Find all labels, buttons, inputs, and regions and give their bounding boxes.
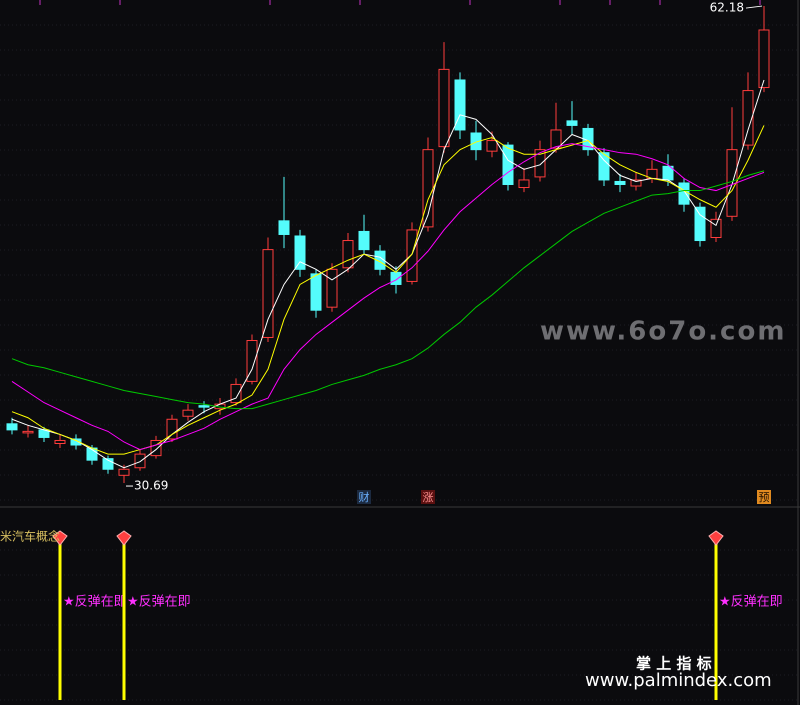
candle-body bbox=[102, 458, 114, 470]
indicator-title: 米汽车概念 bbox=[0, 529, 60, 544]
signal-icon bbox=[52, 530, 68, 546]
candle-body bbox=[742, 90, 754, 146]
annotation-arrow bbox=[745, 5, 763, 9]
candle-body bbox=[150, 439, 162, 457]
moving-average-line bbox=[11, 79, 765, 469]
candle-body bbox=[566, 120, 578, 126]
candle-body bbox=[374, 250, 386, 270]
watermark-url: www.palmindex.com bbox=[585, 670, 772, 691]
signal-icon bbox=[116, 530, 132, 546]
plot-area: 财涨预★反弹在即 ★反弹在即 ★反弹在即 bbox=[6, 5, 783, 700]
candle-body bbox=[454, 79, 466, 131]
candle-body bbox=[262, 249, 274, 338]
signal-label: ★反弹在即 bbox=[63, 595, 127, 610]
candle-body bbox=[278, 220, 290, 235]
candle-body bbox=[502, 144, 514, 185]
high-annotation: 62.18 bbox=[710, 1, 744, 15]
candle-body bbox=[694, 206, 706, 242]
candle-body bbox=[6, 423, 18, 431]
candle-body bbox=[342, 240, 354, 269]
candle-body bbox=[534, 149, 546, 178]
candle-body bbox=[22, 430, 34, 434]
candle-body bbox=[630, 179, 642, 187]
watermark-brand: 掌 上 指 标 bbox=[636, 655, 712, 673]
candle-body bbox=[166, 418, 178, 440]
low-annotation: 30.69 bbox=[134, 479, 168, 493]
candle-body bbox=[134, 453, 146, 469]
candle-body bbox=[326, 268, 338, 308]
candle-body bbox=[598, 152, 610, 181]
signal-label: ★反弹在即 bbox=[719, 595, 783, 610]
candle-body bbox=[358, 230, 370, 251]
candle-body bbox=[70, 438, 82, 446]
candle-body bbox=[54, 439, 66, 445]
moving-average-line bbox=[11, 170, 765, 410]
candle-body bbox=[310, 273, 322, 311]
candle-body bbox=[486, 140, 498, 152]
candle-body bbox=[198, 405, 210, 408]
event-box bbox=[421, 490, 435, 504]
candle-body bbox=[294, 235, 306, 270]
signal-icon bbox=[708, 530, 724, 546]
signal-label: ★反弹在即 bbox=[127, 595, 191, 610]
candle-body bbox=[438, 68, 450, 148]
event-box bbox=[357, 490, 371, 504]
candle-body bbox=[470, 132, 482, 151]
candle-body bbox=[118, 468, 130, 476]
candle-body bbox=[182, 409, 194, 417]
event-label: 预 bbox=[759, 491, 770, 504]
candle-body bbox=[246, 340, 258, 382]
moving-average-line bbox=[11, 125, 765, 455]
candle-body bbox=[550, 129, 562, 149]
candle-body bbox=[390, 271, 402, 285]
candle-body bbox=[678, 182, 690, 205]
event-label: 财 bbox=[359, 490, 370, 504]
candle-body bbox=[518, 179, 530, 189]
event-label: 涨 bbox=[423, 491, 434, 504]
moving-average-line bbox=[11, 143, 765, 451]
candle-body bbox=[710, 218, 722, 239]
watermark-site: www.6o7o.com bbox=[540, 317, 786, 347]
candle-body bbox=[406, 229, 418, 282]
candle-body bbox=[758, 29, 770, 89]
candle-body bbox=[614, 180, 626, 185]
event-box bbox=[757, 490, 771, 504]
candle-body bbox=[230, 383, 242, 404]
